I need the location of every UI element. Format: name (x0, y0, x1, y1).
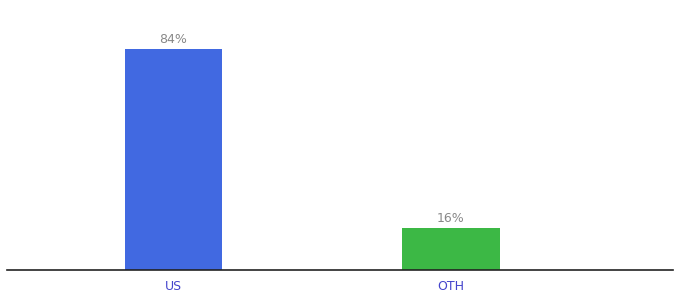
Text: 16%: 16% (437, 212, 465, 225)
Bar (125, 49, 222, 270)
Text: 84%: 84% (160, 33, 188, 46)
Bar (403, 228, 500, 270)
